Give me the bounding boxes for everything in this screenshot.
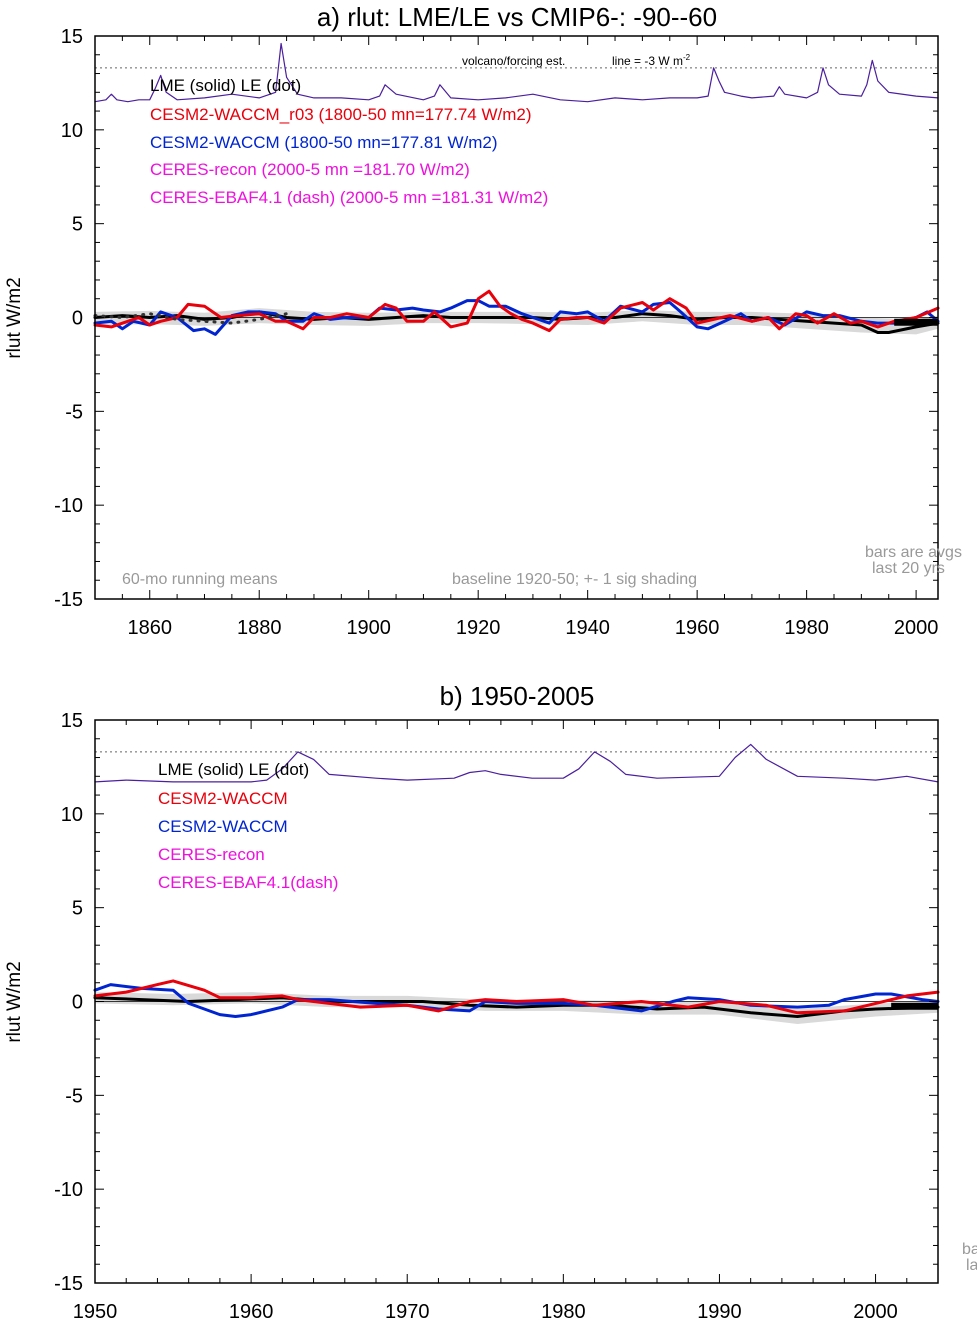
panel-b-legend-ceres-ebaf: CERES-EBAF4.1(dash)	[158, 873, 338, 892]
a-xtick-label: 1880	[237, 617, 282, 639]
b-ytick-label: 15	[61, 710, 83, 732]
a-shade-band	[95, 308, 938, 335]
b-series-forcing	[94, 743, 939, 783]
panel-b-legend-r03: CESM2-WACCM	[158, 789, 288, 808]
a-xtick-label: 1900	[346, 617, 391, 639]
b-xtick-label: 2000	[853, 1301, 898, 1323]
panel-b-legend-ceres-recon: CERES-recon	[158, 845, 265, 864]
panel-a-footnote-baseline: baseline 1920-50; +- 1 sig shading	[452, 571, 697, 588]
b-ytick-label: 0	[72, 992, 83, 1014]
panel-a-volcano-note: volcano/forcing est.	[462, 54, 565, 68]
a-ytick-label: 15	[61, 26, 83, 48]
a-ytick-label: -10	[54, 495, 83, 517]
b-series-lme	[93, 996, 940, 1018]
b-ytick-label: -15	[54, 1273, 83, 1295]
panel-a-footnote-bars: bars are avgs	[865, 544, 962, 561]
panel-b-axes: 15 10 5 0 -5 -10 -15 1950 1960 1970 1980 1990 2000	[54, 710, 939, 1323]
b-ytick-label: 10	[61, 804, 83, 826]
panel-b-legend-lme: LME (solid) LE (dot)	[158, 760, 309, 779]
a-xtick-label: 1940	[565, 617, 610, 639]
panel-a-title: a) rlut: LME/LE vs CMIP6-: -90--60	[317, 2, 717, 32]
b-ytick-label: 5	[72, 898, 83, 920]
a-ytick-label: -15	[54, 589, 83, 611]
panel-a-sigma-shading	[95, 308, 938, 335]
b-xtick-label: 1980	[541, 1301, 586, 1323]
panel-a-legend-r03: CESM2-WACCM_r03 (1800-50 mn=177.74 W/m2)	[150, 105, 532, 124]
panel-a-legend-lme: LME (solid) LE (dot)	[150, 76, 301, 95]
a-xtick-label: 1960	[675, 617, 720, 639]
panel-a-legend-ceres-ebaf: CERES-EBAF4.1 (dash) (2000-5 mn =181.31 …	[150, 188, 548, 207]
panel-b-footnote-bars: ba	[962, 1241, 977, 1258]
panel-b-ylabel: rlut W/m2	[4, 961, 25, 1042]
panel-a-legend-waccm: CESM2-WACCM (1800-50 mn=177.81 W/m2)	[150, 133, 498, 152]
a-series-waccm	[93, 299, 940, 336]
b-xtick-label: 1990	[697, 1301, 742, 1323]
panel-a: a) rlut: LME/LE vs CMIP6-: -90--60 rlut …	[4, 2, 962, 639]
a-xtick-label: 1980	[784, 617, 829, 639]
panel-b-legend-waccm: CESM2-WACCM	[158, 817, 288, 836]
a-series-r03	[93, 289, 940, 333]
panel-a-series	[93, 42, 940, 336]
b-ytick-label: -10	[54, 1179, 83, 1201]
panel-b: b) 1950-2005 rlut W/m2 15 10 5 0 -5 -10 -15 195…	[4, 681, 977, 1323]
panel-a-axes: 15 10 5 0 -5 -10 -15 1860 1880 1900 1920 1940 1960 19…	[54, 26, 939, 639]
a-xtick-label: 2000	[894, 617, 939, 639]
b-series-waccm	[93, 983, 940, 1018]
panel-b-footnote-last: la	[966, 1257, 977, 1274]
a-ytick-label: -5	[65, 401, 83, 423]
panel-a-footnote-last: last 20 yrs	[872, 560, 945, 577]
b-series-r03	[93, 979, 940, 1015]
panel-a-line-note: line = -3 W m-2	[612, 53, 691, 68]
a-series-forcing	[94, 42, 939, 103]
b-xtick-label: 1960	[229, 1301, 274, 1323]
a-ytick-label: 10	[61, 120, 83, 142]
panel-b-series	[93, 743, 940, 1018]
panel-b-title: b) 1950-2005	[440, 681, 595, 711]
b-xtick-label: 1970	[385, 1301, 430, 1323]
b-xtick-label: 1950	[73, 1301, 118, 1323]
panel-a-legend: LME (solid) LE (dot) CESM2-WACCM_r03 (18…	[150, 76, 548, 207]
a-ytick-label: 5	[72, 214, 83, 236]
a-ytick-label: 0	[72, 308, 83, 330]
a-series-le_dot	[93, 312, 289, 325]
panel-b-legend: LME (solid) LE (dot) CESM2-WACCM CESM2-W…	[158, 760, 338, 892]
b-ytick-label: -5	[65, 1085, 83, 1107]
panel-a-legend-ceres-recon: CERES-recon (2000-5 mn =181.70 W/m2)	[150, 160, 470, 179]
a-xtick-label: 1920	[456, 617, 501, 639]
a-xtick-label: 1860	[127, 617, 172, 639]
panel-a-ylabel: rlut W/m2	[4, 277, 25, 358]
panel-a-footnote-running-means: 60-mo running means	[122, 571, 278, 588]
